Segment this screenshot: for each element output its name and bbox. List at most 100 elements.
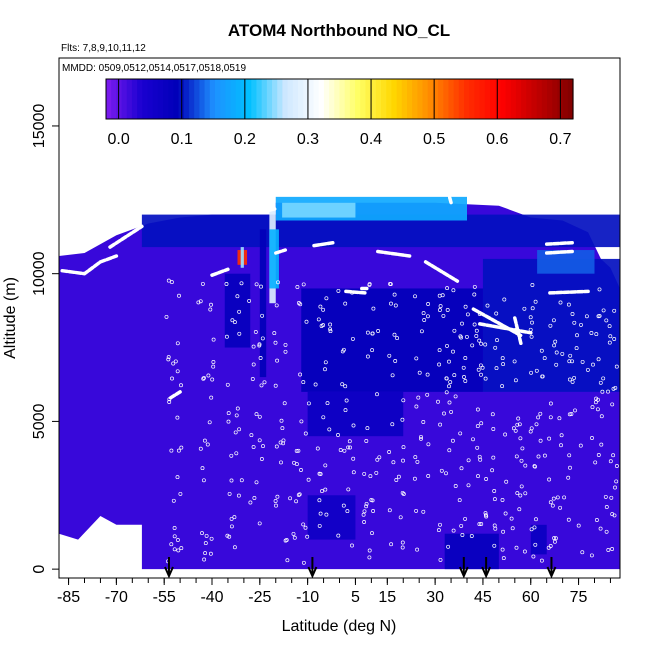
heatmap-cell: [269, 229, 279, 289]
colorbar-tick-label: 0.4: [360, 131, 382, 148]
flight-track: [312, 240, 335, 248]
sample-point: [321, 415, 326, 420]
sample-point: [451, 349, 455, 354]
sample-point: [313, 382, 318, 387]
flight-track: [210, 267, 230, 277]
sample-point: [572, 320, 577, 325]
sample-point: [324, 296, 329, 301]
sample-point: [551, 496, 556, 501]
sample-point: [171, 498, 176, 503]
sample-point: [350, 290, 355, 295]
colorbar-cell: [303, 79, 309, 119]
sample-point: [279, 460, 283, 465]
sample-point: [595, 407, 600, 412]
sample-point: [350, 336, 355, 341]
sample-point: [540, 374, 545, 379]
sample-point: [463, 379, 468, 383]
sample-point: [503, 511, 508, 516]
sample-point: [502, 297, 507, 302]
sample-point: [566, 475, 571, 480]
flight-track: [544, 249, 574, 255]
sample-point: [538, 411, 543, 416]
sample-point: [437, 308, 442, 312]
sample-point: [415, 459, 420, 464]
colorbar: 0.0 0.1 0.2 0.3 0.4 0.5 0.6 0.7: [105, 78, 574, 148]
sample-point: [208, 551, 213, 556]
sample-point: [572, 375, 577, 380]
sample-point: [348, 445, 352, 450]
flight-track: [548, 289, 590, 295]
colorbar-cell: [204, 79, 211, 119]
sample-point: [211, 337, 216, 342]
heatmap-cell: [307, 391, 404, 437]
sample-point: [612, 513, 617, 518]
sample-point: [567, 377, 572, 382]
colorbar-cell: [547, 79, 553, 119]
sample-point: [257, 438, 262, 443]
sample-point: [323, 463, 328, 468]
sample-point: [203, 551, 208, 556]
sample-point: [534, 517, 538, 522]
sample-point: [451, 288, 456, 293]
sample-point: [393, 359, 398, 363]
sample-point: [164, 314, 169, 319]
sample-point: [167, 400, 172, 404]
sample-point: [566, 302, 571, 307]
colorbar-cell: [235, 79, 242, 119]
sample-point: [301, 522, 306, 527]
sample-point: [514, 454, 519, 459]
sample-point: [514, 545, 519, 550]
sample-point: [458, 334, 463, 339]
sample-point: [469, 534, 474, 538]
sample-point: [532, 464, 537, 469]
sample-point: [232, 545, 237, 550]
x-tick-label: -10: [296, 589, 319, 606]
colorbar-cell: [173, 79, 180, 119]
sample-point: [612, 337, 617, 341]
sample-point: [580, 359, 585, 364]
sample-point: [283, 349, 288, 354]
colorbar-cell: [432, 79, 439, 119]
sample-point: [516, 416, 521, 421]
colorbar-cell: [339, 79, 346, 119]
sample-point: [474, 334, 479, 338]
sample-point: [327, 427, 332, 432]
sample-point: [177, 293, 181, 298]
sample-point: [536, 454, 541, 459]
sample-point: [542, 453, 547, 458]
sample-point: [254, 282, 259, 287]
sample-point: [323, 360, 328, 365]
sample-point: [417, 370, 422, 375]
sample-point: [274, 303, 279, 308]
sample-point: [584, 314, 589, 319]
sample-point: [438, 304, 443, 309]
sample-point: [232, 320, 237, 325]
colorbar-cell: [495, 79, 501, 119]
sample-point: [503, 432, 508, 437]
sample-point: [538, 438, 543, 443]
sample-point: [610, 547, 615, 551]
sample-point: [568, 353, 573, 358]
sample-point: [343, 301, 348, 306]
colorbar-cell: [147, 79, 154, 119]
colorbar-tick-label: 0.0: [107, 131, 129, 148]
sample-point: [448, 380, 453, 385]
sample-point: [547, 436, 552, 441]
sample-point: [463, 356, 468, 360]
sample-point: [292, 460, 296, 465]
sample-point: [211, 364, 216, 369]
colorbar-cell: [381, 79, 387, 119]
sample-point: [412, 476, 417, 481]
sample-point: [235, 294, 240, 299]
sample-point: [522, 306, 527, 311]
sample-point: [390, 422, 395, 427]
sample-point: [492, 543, 497, 548]
sample-point: [452, 373, 457, 378]
sample-point: [442, 411, 446, 416]
sample-point: [569, 412, 574, 416]
sample-point: [591, 362, 595, 367]
x-tick-label: -70: [105, 589, 128, 606]
sample-point: [298, 372, 303, 377]
sample-point: [198, 299, 203, 304]
sample-point: [593, 400, 598, 405]
